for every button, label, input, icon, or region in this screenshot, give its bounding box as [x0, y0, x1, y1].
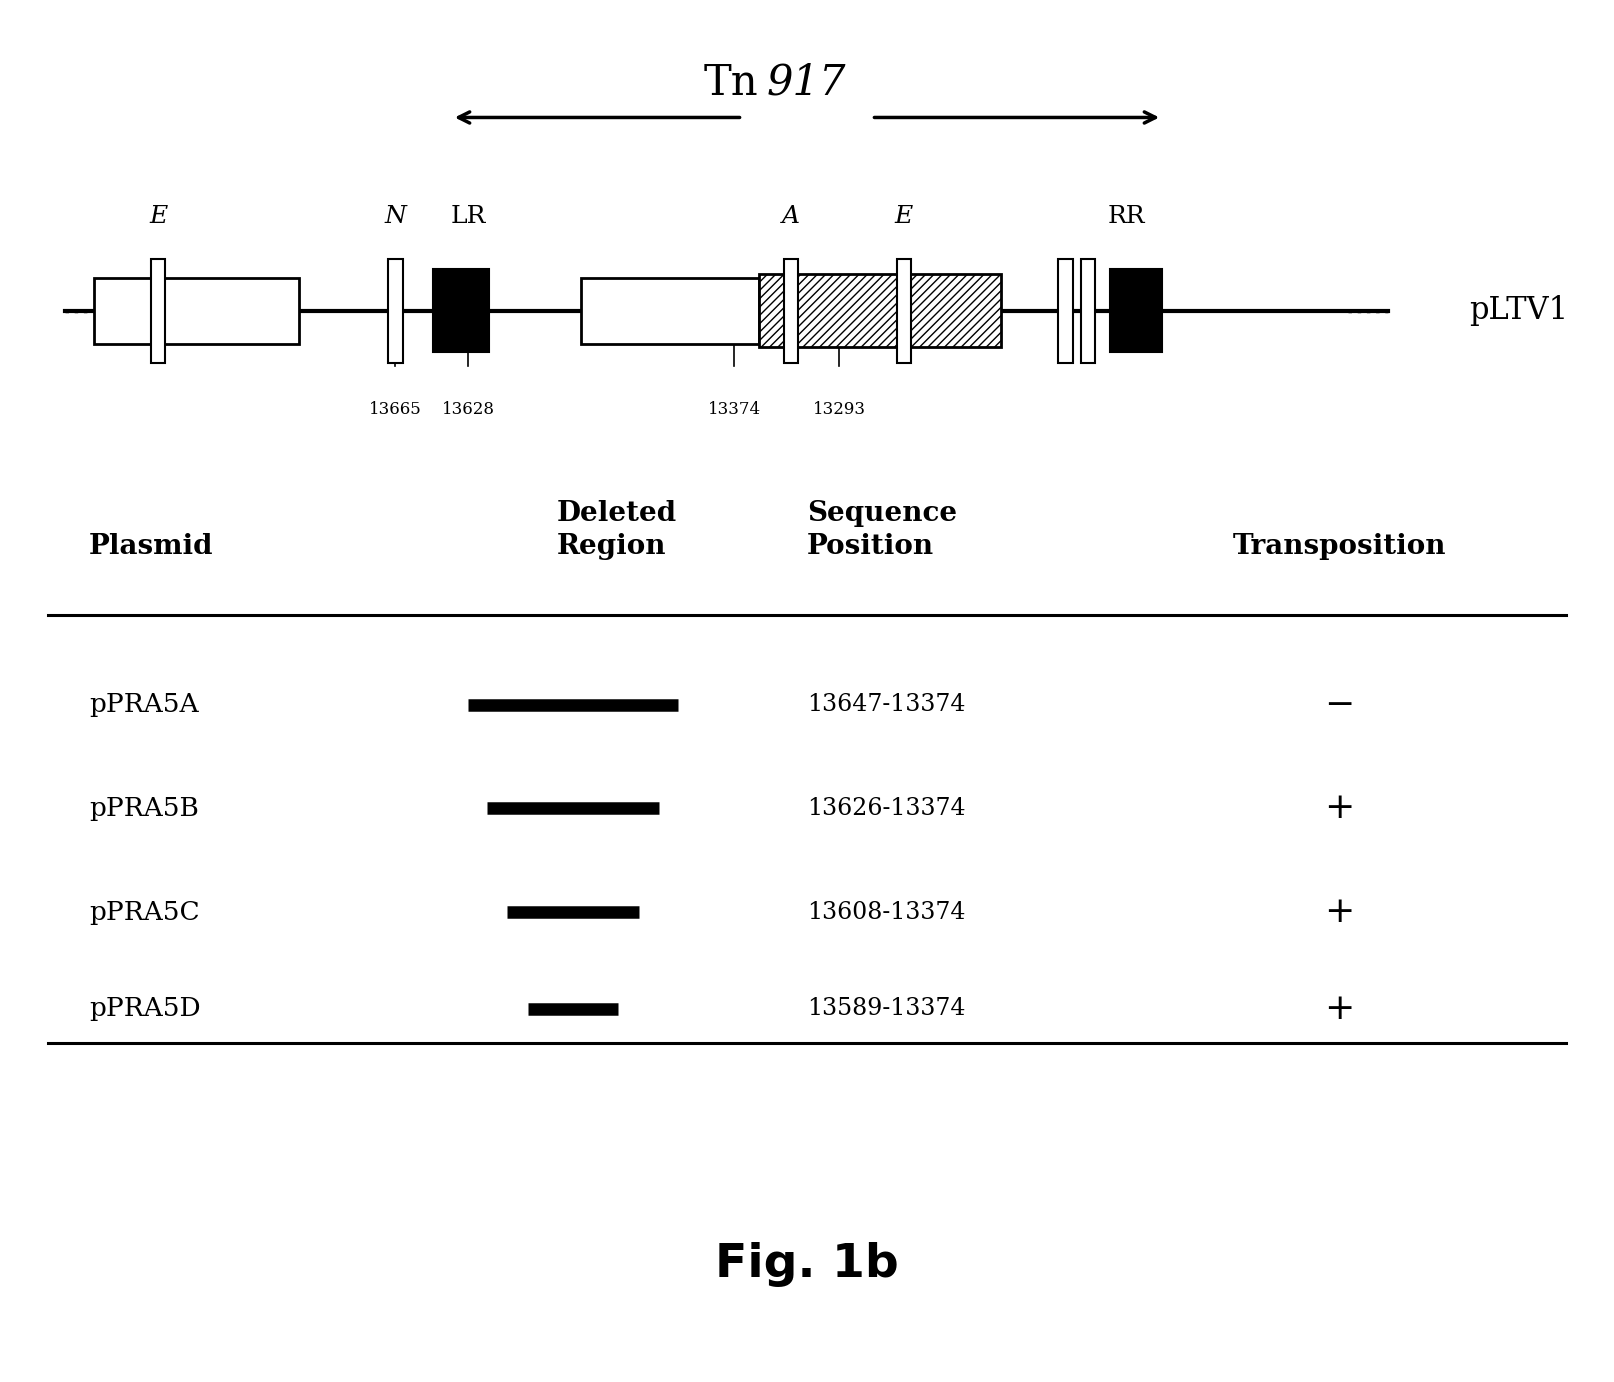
Text: 13647-13374: 13647-13374 — [807, 694, 965, 716]
Text: +: + — [1325, 792, 1354, 825]
Bar — [897, 260, 912, 363]
Text: 13293: 13293 — [813, 401, 865, 417]
Text: Sequence
Position: Sequence Position — [807, 500, 957, 560]
Text: 13374: 13374 — [709, 401, 760, 417]
Text: Tn: Tn — [704, 62, 759, 104]
Text: LR: LR — [450, 205, 486, 228]
Bar — [1059, 260, 1073, 363]
Text: Plasmid: Plasmid — [89, 532, 213, 560]
Text: pLTV1: pLTV1 — [1469, 296, 1567, 326]
Text: +: + — [1325, 896, 1354, 929]
Text: 13608-13374: 13608-13374 — [807, 901, 965, 923]
Text: pPRA5A: pPRA5A — [89, 692, 199, 717]
Text: Deleted
Region: Deleted Region — [557, 500, 676, 560]
Text: E: E — [894, 205, 914, 228]
Bar — [581, 278, 759, 344]
Text: 13665: 13665 — [370, 401, 421, 417]
Text: Transposition: Transposition — [1233, 532, 1446, 560]
Text: +: + — [1325, 992, 1354, 1025]
Bar — [152, 260, 165, 363]
Text: pPRA5C: pPRA5C — [89, 900, 200, 925]
Text: N: N — [384, 205, 407, 228]
Text: pPRA5D: pPRA5D — [89, 996, 200, 1021]
Text: A: A — [781, 205, 801, 228]
Bar — [387, 260, 404, 363]
Bar — [759, 275, 1001, 347]
Text: 917: 917 — [767, 62, 846, 104]
Bar — [784, 260, 799, 363]
Text: 13589-13374: 13589-13374 — [807, 998, 965, 1020]
Bar — [1081, 260, 1096, 363]
Text: Fig. 1b: Fig. 1b — [715, 1242, 899, 1287]
Bar — [94, 278, 299, 344]
Text: −: − — [1325, 688, 1354, 721]
Text: 13626-13374: 13626-13374 — [807, 797, 965, 820]
Text: RR: RR — [1107, 205, 1146, 228]
Text: pPRA5B: pPRA5B — [89, 796, 199, 821]
Bar — [1110, 269, 1162, 352]
Text: E: E — [148, 205, 168, 228]
Text: 13628: 13628 — [442, 401, 494, 417]
Bar — [433, 269, 489, 352]
